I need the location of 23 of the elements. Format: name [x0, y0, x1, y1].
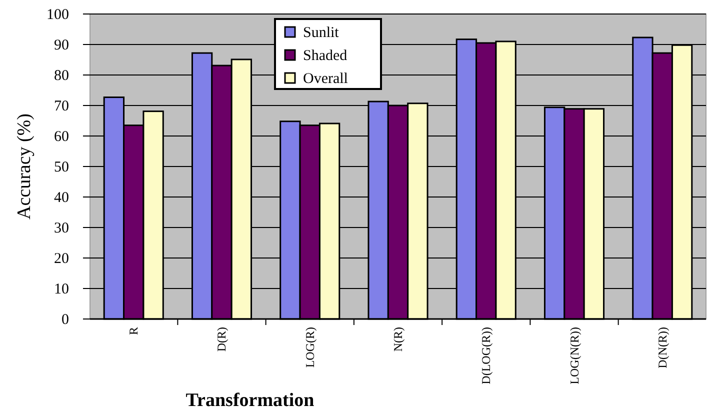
x-tick-label: LOG(N(R)) [567, 327, 582, 384]
y-axis-title: Accuracy (%) [14, 113, 35, 220]
y-tick-label: 40 [54, 190, 69, 206]
y-tick-label: 100 [46, 6, 69, 23]
y-tick-label: 70 [54, 98, 69, 114]
y-tick-label: 20 [54, 250, 69, 267]
x-tick-label: D(R) [214, 327, 229, 352]
x-axis-title: Transformation [186, 390, 315, 411]
x-tick-label: D(LOG(R)) [479, 327, 494, 384]
legend-label: Sunlit [303, 25, 340, 41]
x-tick-label: N(R) [391, 327, 405, 352]
y-tick-label: 10 [54, 281, 69, 298]
y-tick-label: 0 [62, 312, 69, 328]
x-tick-label: D(N(R)) [655, 327, 670, 368]
legend-label: Shaded [303, 48, 348, 64]
y-tick-label: 90 [54, 37, 69, 54]
y-tick-label: 50 [54, 159, 69, 176]
legend-label: Overall [303, 71, 348, 87]
y-tick-label: 60 [54, 128, 69, 145]
x-tick-label: LOG(R) [302, 327, 317, 368]
x-tick-label: R [126, 327, 141, 336]
y-tick-label: 30 [54, 220, 69, 236]
y-tick-label: 80 [54, 68, 69, 84]
